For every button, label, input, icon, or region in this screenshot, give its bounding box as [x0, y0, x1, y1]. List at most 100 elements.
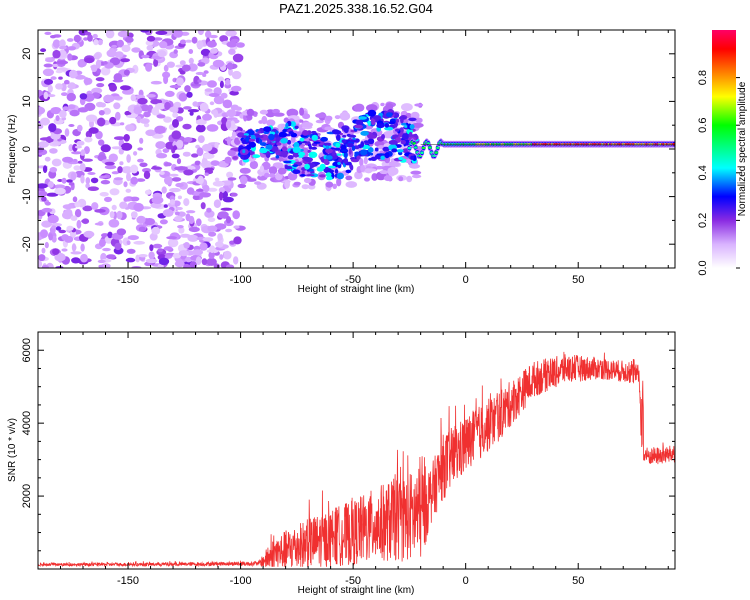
- heatmap-cell: [345, 175, 353, 181]
- heatmap-cell: [299, 119, 304, 123]
- heatmap-cell: [388, 161, 401, 167]
- heatmap-cell: [99, 175, 107, 179]
- heatmap-cell: [163, 64, 169, 72]
- heatmap-cell: [123, 181, 128, 188]
- heatmap-cell: [143, 111, 151, 118]
- heatmap-cell: [411, 122, 424, 128]
- heatmap-cell: [119, 161, 124, 166]
- heatmap-cell: [152, 133, 164, 139]
- heatmap-cell: [172, 145, 178, 151]
- heatmap-cell: [201, 157, 208, 167]
- heatmap-cell: [175, 206, 183, 211]
- heatmap-cell: [264, 172, 270, 178]
- heatmap-cell: [308, 144, 312, 150]
- heatmap-cell: [93, 52, 101, 60]
- heatmap-cell: [62, 106, 70, 111]
- heatmap-cell: [47, 84, 53, 93]
- heatmap-cell: [281, 146, 288, 152]
- heatmap-cell: [209, 101, 215, 106]
- heatmap-cell: [353, 103, 365, 112]
- heatmap-cell: [139, 137, 144, 144]
- heatmap-cell: [299, 137, 305, 142]
- heatmap-cell: [156, 114, 166, 119]
- heatmap-cell: [140, 30, 150, 33]
- heatmap-cell: [52, 142, 61, 146]
- heatmap-cell: [169, 187, 181, 193]
- heatmap-cell: [98, 139, 105, 146]
- heatmap-cell: [69, 109, 80, 117]
- heatmap-cell: [98, 110, 105, 116]
- heatmap-cell: [117, 166, 123, 174]
- heatmap-cell: [97, 259, 106, 264]
- heatmap-cell: [108, 153, 119, 163]
- colorbar-ticks: 0.0 0.2 0.4 0.6 0.8: [697, 70, 740, 276]
- heatmap-cell: [104, 164, 117, 170]
- heatmap-cell: [130, 164, 139, 174]
- heatmap-cell: [145, 258, 158, 264]
- heatmap-cell: [391, 148, 398, 153]
- heatmap-cell: [204, 172, 209, 176]
- heatmap-cell: [179, 39, 187, 45]
- heatmap-cell: [83, 230, 95, 238]
- heatmap-cell: [77, 160, 83, 164]
- heatmap-cell: [44, 201, 51, 206]
- heatmap-cell: [381, 134, 385, 140]
- heatmap-cell: [186, 210, 196, 214]
- heatmap-cell: [273, 112, 285, 117]
- heatmap-cell: [388, 140, 398, 145]
- heatmap-cell: [52, 248, 60, 255]
- heatmap-cell: [73, 165, 81, 171]
- heatmap-cell: [354, 151, 360, 155]
- heatmap-cell: [379, 150, 384, 154]
- heatmap-cell: [345, 169, 352, 174]
- heatmap-cell: [401, 103, 413, 112]
- heatmap-cell: [139, 118, 150, 124]
- heatmap-cell: [44, 156, 51, 162]
- heatmap-cell: [280, 138, 288, 144]
- heatmap-cell: [197, 79, 202, 83]
- heatmap-cell: [222, 99, 233, 109]
- heatmap-cell: [126, 114, 138, 119]
- heatmap-cell: [42, 165, 48, 174]
- heatmap-cell: [143, 218, 156, 226]
- heatmap-cell: [196, 218, 202, 227]
- heatmap-cell: [113, 102, 121, 110]
- heatmap-cell: [368, 157, 373, 161]
- heatmap-cell: [87, 34, 93, 42]
- heatmap-cell: [221, 117, 228, 125]
- heatmap-cell: [410, 155, 415, 160]
- heatmap-cell: [139, 162, 148, 168]
- heatmap-cell: [67, 46, 77, 51]
- heatmap-cell: [195, 119, 207, 126]
- heatmap-cell: [63, 79, 70, 85]
- heatmap-cell: [257, 130, 261, 134]
- heatmap-cell: [212, 180, 225, 187]
- heatmap-cell: [252, 154, 261, 159]
- heatmap-cell: [173, 101, 182, 108]
- heatmap-cell: [46, 94, 56, 98]
- heatmap-cell: [120, 85, 131, 91]
- heatmap-cell: [81, 219, 89, 224]
- heatmap-cell: [188, 49, 194, 54]
- heatmap-cell: [119, 201, 128, 209]
- heatmap-cell: [68, 144, 74, 152]
- heatmap-cell: [400, 140, 406, 145]
- heatmap-cell: [401, 122, 407, 126]
- spectrogram-y-ticks: -20 -10 0 10 20: [21, 29, 675, 269]
- heatmap-cell: [76, 140, 85, 146]
- heatmap-cell: [125, 188, 132, 193]
- heatmap-cell: [278, 131, 288, 138]
- heatmap-cell: [388, 121, 396, 125]
- heatmap-cell: [214, 177, 220, 182]
- heatmap-cell: [208, 231, 217, 237]
- heatmap-cell: [285, 122, 289, 129]
- heatmap-cell: [77, 124, 83, 132]
- heatmap-cell: [336, 177, 342, 187]
- heatmap-cell: [62, 156, 74, 163]
- heatmap-cell: [171, 153, 180, 159]
- heatmap-cell: [109, 211, 115, 219]
- heatmap-cell: [402, 133, 409, 140]
- heatmap-cell: [206, 207, 212, 213]
- heatmap-cell: [95, 59, 102, 69]
- heatmap-cell: [197, 135, 205, 144]
